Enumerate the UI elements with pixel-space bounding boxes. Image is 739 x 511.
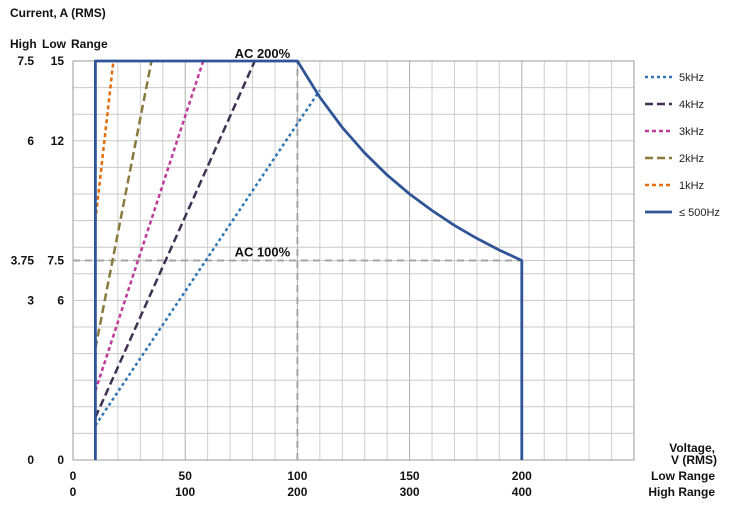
y-axis-high-header: High [10,37,37,51]
y-tick-label-high: 3.75 [11,254,35,268]
annotation-ac-100: AC 100% [235,245,291,260]
x-tick-label-low: 150 [400,469,420,483]
y-axis-range-header: Range [71,37,108,51]
x-tick-label-high: 400 [512,485,532,499]
series-line-4 [94,60,115,221]
x-axis-title-line2: V (RMS) [671,453,717,467]
x-axis-high-range-label: High Range [648,485,715,499]
x-tick-label-low: 200 [512,469,532,483]
y-tick-label-high: 7.5 [17,54,34,68]
x-axis-low-range-label: Low Range [651,469,715,483]
reference-lines [73,61,522,460]
series-line-0 [94,89,321,427]
y-tick-label-high: 0 [27,453,34,467]
x-tick-label-high: 100 [175,485,195,499]
x-tick-label-low: 0 [70,469,77,483]
y-tick-label-high: 3 [27,293,34,307]
x-tick-label-high: 200 [287,485,307,499]
x-tick-label-low: 50 [179,469,193,483]
annotation-ac-200: AC 200% [235,46,291,61]
x-tick-label-high: 300 [400,485,420,499]
legend-label: 5kHz [679,72,704,84]
legend-label: 3kHz [679,126,704,138]
x-axis-title-line1: Voltage, [669,441,715,455]
series-line-5 [94,59,524,460]
series-line-2 [94,60,205,392]
series-line-1 [94,60,256,418]
y-tick-label-low: 15 [51,54,65,68]
series-lines [94,59,524,460]
legend-label: ≤ 500Hz [679,207,720,219]
x-tick-label-high: 0 [70,485,77,499]
y-axis-title: Current, A (RMS) [10,6,106,20]
y-tick-label-low: 12 [51,134,65,148]
axis-labels: 7.5 156 123.75 7.53 60 0005010010020015030020… [11,54,532,499]
legend-label: 4kHz [679,99,704,111]
legend-label: 1kHz [679,180,704,192]
y-tick-label-low: 6 [57,293,64,307]
legend: 5kHz 4kHz 3kHz 2kHz 1kHz ≤ 500Hz [645,72,720,219]
y-axis-low-header: Low [42,37,67,51]
y-tick-label-low: 0 [57,453,64,467]
y-tick-label-low: 7.5 [47,254,64,268]
y-tick-label-high: 6 [27,134,34,148]
x-tick-label-low: 100 [287,469,307,483]
series-line-3 [94,60,153,349]
legend-label: 2kHz [679,153,704,165]
